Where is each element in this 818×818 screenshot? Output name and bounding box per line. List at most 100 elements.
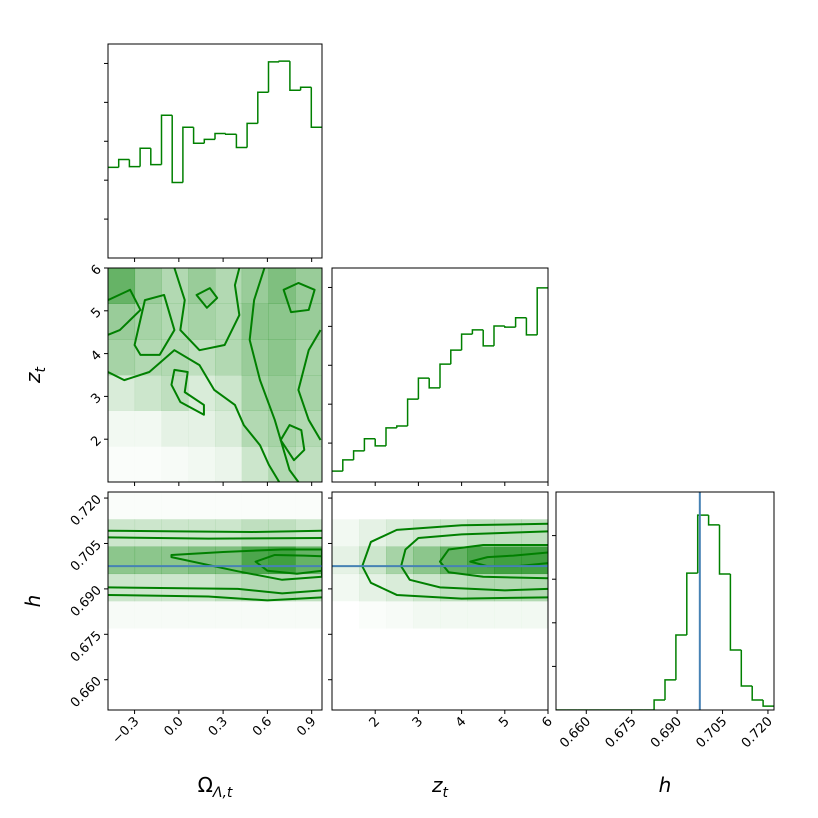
density-cell — [188, 546, 216, 575]
density-cell — [521, 628, 548, 656]
hist-step — [686, 572, 698, 636]
contour-line — [133, 293, 176, 356]
panel-marks — [556, 492, 774, 710]
density-cell — [332, 519, 360, 547]
density-cell — [108, 339, 136, 376]
density-cell — [386, 628, 413, 656]
density-cell — [295, 601, 322, 629]
hist-step — [751, 686, 764, 701]
panel-marks — [332, 492, 548, 711]
y-tick-label: 2 — [88, 433, 104, 449]
density-cell — [386, 683, 413, 711]
hist-step — [192, 127, 205, 144]
axis-label-sub: Λ,t — [212, 785, 233, 801]
x-tick-label: 3 — [410, 714, 426, 730]
hist-step — [536, 287, 548, 335]
density-cell — [521, 601, 548, 629]
hist-step — [740, 650, 753, 687]
density-cell — [386, 601, 413, 629]
density-cell — [332, 546, 360, 575]
x-tick-label: 2 — [367, 714, 383, 730]
density-cell — [135, 656, 162, 684]
density-cell — [215, 519, 243, 547]
hist-step — [160, 114, 173, 165]
hist-step — [310, 87, 322, 129]
density-cell — [295, 339, 322, 376]
density-cell — [241, 446, 269, 482]
density-cell — [295, 628, 322, 656]
density-cell — [467, 656, 494, 684]
density-cell — [134, 546, 162, 575]
x-tick-label: 6 — [539, 714, 555, 730]
hist-step — [246, 122, 258, 148]
x-tick-label: 0.675 — [603, 714, 640, 751]
density-cell — [440, 601, 468, 629]
contour-line — [279, 424, 306, 462]
contour-line — [108, 593, 322, 602]
hist-step — [363, 438, 376, 451]
density-cell — [108, 446, 135, 482]
contour-line — [108, 586, 322, 595]
contour-line — [108, 349, 281, 482]
x-tick-label: 0.9 — [294, 714, 319, 739]
y-tick-label: 5 — [88, 305, 104, 321]
density-cell — [161, 519, 189, 547]
contour-line — [282, 281, 316, 314]
x-tick-label: 0.690 — [648, 714, 685, 751]
density-cell — [440, 683, 467, 711]
panel-marks — [332, 287, 548, 472]
density-cell — [332, 601, 359, 629]
x-tick-label: 0.3 — [206, 714, 231, 739]
density-cell — [386, 492, 413, 520]
axis-label-main: h — [659, 773, 672, 797]
density-cell — [215, 656, 242, 684]
density-cell — [467, 683, 494, 711]
panel-frame — [107, 43, 323, 259]
density-cell — [242, 492, 269, 520]
density-cell — [413, 546, 441, 575]
x-tick-label: −0.3 — [109, 714, 142, 747]
contour-line — [170, 548, 322, 581]
hist-step — [224, 133, 237, 136]
density-cell — [467, 573, 495, 602]
density-cell — [188, 656, 215, 684]
x-tick-label: 0.720 — [739, 714, 776, 751]
x-tick-label: 0.0 — [161, 714, 186, 739]
density-cell — [440, 546, 468, 575]
density-cell — [494, 656, 521, 684]
density-cell — [440, 492, 467, 520]
density-cell — [215, 339, 243, 376]
density-cell — [135, 601, 162, 629]
density-cell — [188, 410, 216, 447]
density-cell — [359, 628, 386, 656]
panel-frame — [107, 491, 323, 711]
density-cell — [295, 656, 322, 684]
panel-frame — [555, 491, 775, 711]
density-cell — [413, 683, 440, 711]
density-cell — [494, 492, 521, 520]
hist-step — [696, 514, 709, 574]
density-cell — [494, 628, 521, 656]
density-cell — [135, 628, 162, 656]
hist-step — [150, 148, 162, 166]
panel-marks — [108, 268, 322, 482]
density-cell — [162, 656, 189, 684]
y-tick-label: 0.705 — [68, 538, 105, 575]
density-cell — [269, 656, 296, 684]
density-cell — [268, 339, 296, 376]
hist-step — [278, 60, 290, 62]
hist-step — [396, 425, 408, 428]
contour-line — [108, 529, 322, 533]
density-cell — [108, 683, 135, 711]
hist-step — [482, 329, 494, 347]
panel-frame — [331, 267, 549, 483]
density-cell — [215, 628, 242, 656]
hist-step — [428, 378, 440, 389]
density-cell — [359, 601, 386, 629]
axis-label: h — [21, 595, 45, 608]
density-cell — [467, 628, 494, 656]
y-tick-label: 0.720 — [68, 492, 105, 529]
hist-step — [504, 325, 516, 328]
hist-step — [257, 91, 269, 124]
